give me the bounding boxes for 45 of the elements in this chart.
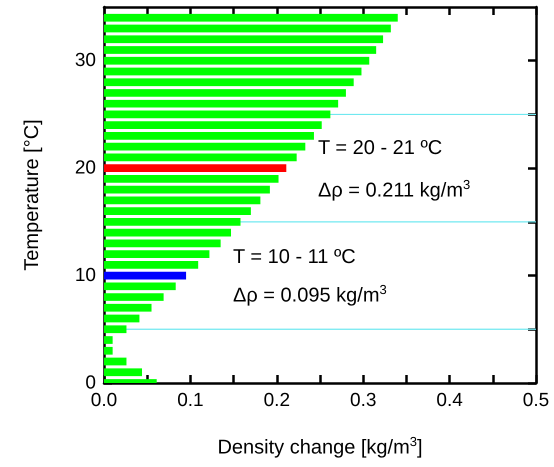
bar	[104, 56, 370, 65]
bar	[104, 35, 384, 44]
bar	[104, 272, 186, 280]
y-tick-label: 20	[74, 158, 96, 179]
bar	[104, 89, 346, 97]
bar	[104, 218, 241, 226]
bar	[104, 24, 391, 32]
bar	[104, 346, 113, 355]
bar	[104, 142, 306, 151]
x-tick-label: 0.5	[522, 390, 550, 411]
bar	[104, 260, 198, 269]
bar	[104, 78, 354, 86]
bar	[104, 132, 314, 140]
bar	[104, 100, 338, 108]
bar	[104, 358, 126, 366]
bar	[104, 314, 140, 322]
bar	[104, 207, 251, 215]
y-tick-label: 30	[74, 50, 96, 72]
bar	[104, 304, 152, 312]
bar	[104, 239, 221, 248]
y-tick-label: 10	[74, 265, 96, 286]
bar	[104, 196, 260, 204]
annotation: T = 20 - 21 ºC	[318, 137, 442, 159]
bar	[104, 164, 286, 172]
bar	[104, 14, 398, 22]
x-tick-label: 0.2	[264, 390, 290, 411]
bar	[104, 293, 164, 301]
bar	[104, 175, 279, 183]
x-tick-label: 0.4	[436, 390, 464, 411]
y-axis-title: Temperature [°C]	[21, 119, 43, 271]
bar	[104, 154, 297, 162]
bar	[104, 250, 210, 258]
bar	[104, 282, 176, 290]
bar	[104, 228, 232, 236]
bar	[104, 368, 142, 376]
bar	[104, 121, 322, 130]
x-tick-label: 0.1	[177, 390, 204, 411]
annotation: T = 10 - 11 ºC	[233, 246, 356, 268]
bar	[104, 325, 126, 334]
bar	[104, 110, 330, 118]
bar	[104, 336, 113, 344]
bar	[104, 186, 270, 194]
bar	[104, 68, 362, 76]
x-tick-label: 0.3	[350, 390, 376, 411]
bar	[104, 46, 376, 54]
